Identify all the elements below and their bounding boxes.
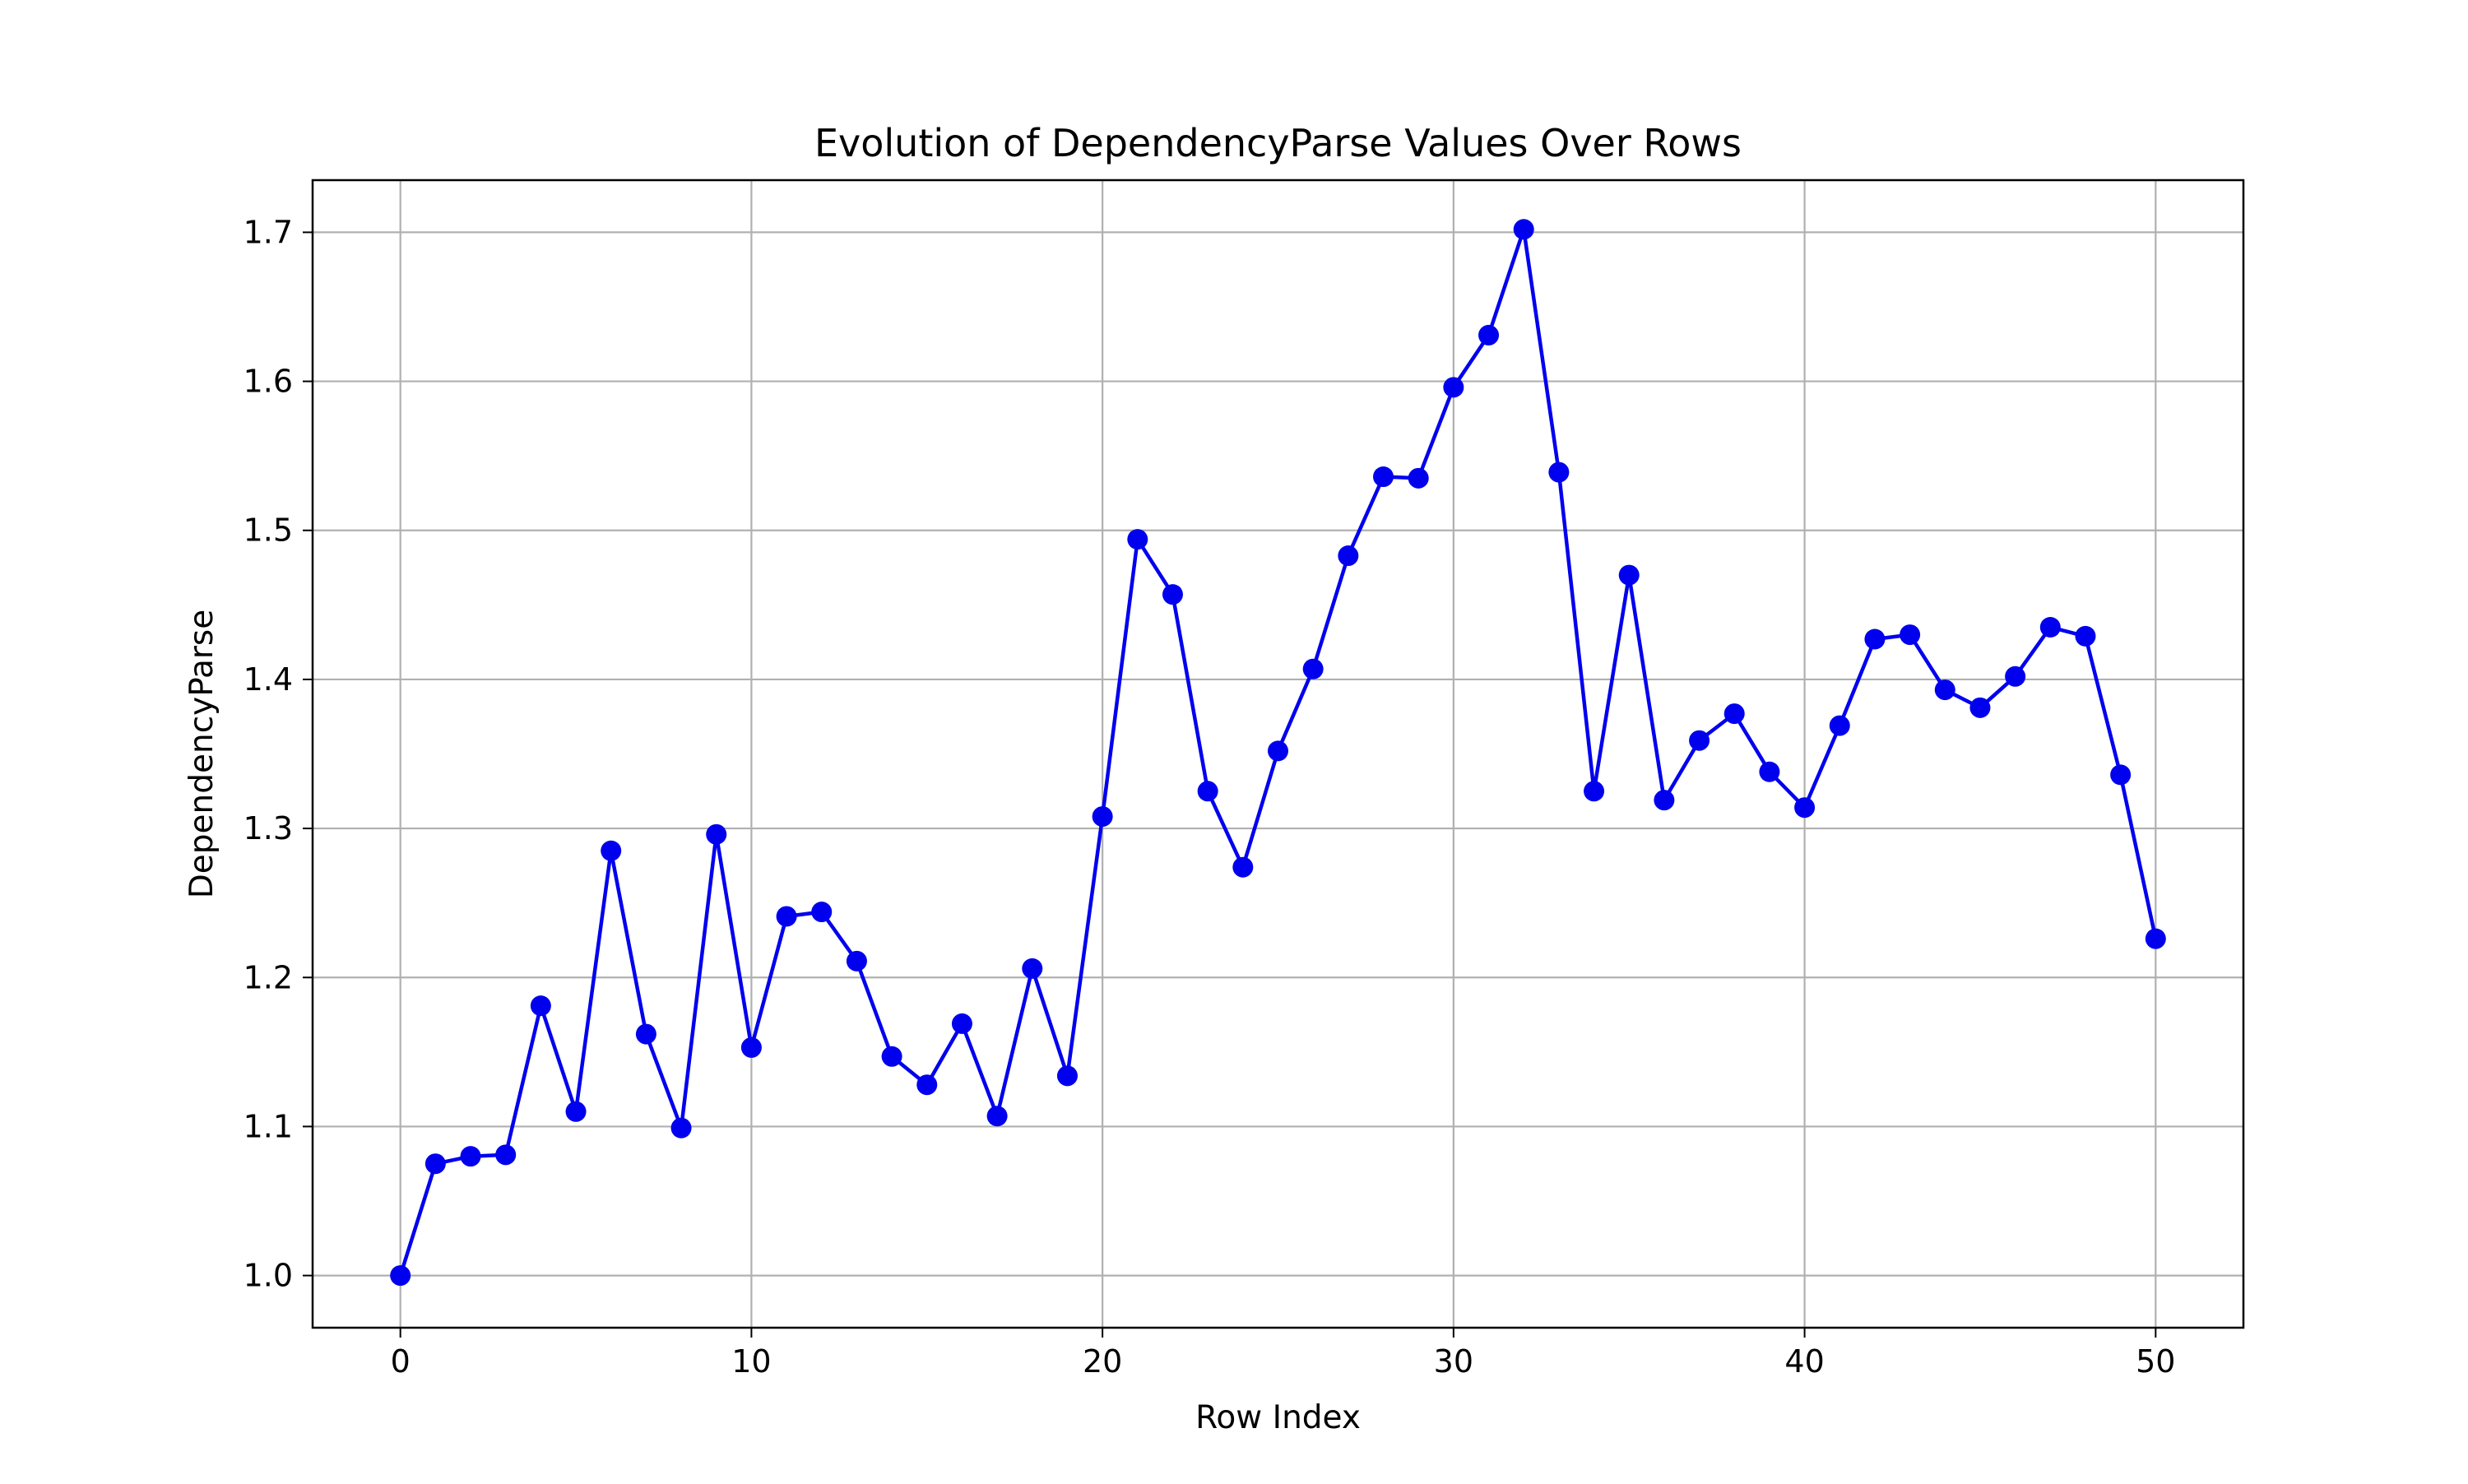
data-point: [1513, 219, 1534, 240]
y-tick-label: 1.4: [244, 661, 293, 698]
x-tick-label: 20: [1083, 1343, 1122, 1380]
data-point: [1900, 624, 1921, 646]
data-point: [1478, 324, 1500, 345]
data-point: [740, 1036, 762, 1058]
data-point: [846, 950, 867, 972]
data-point: [2145, 928, 2166, 949]
chart-title: Evolution of DependencyParse Values Over…: [814, 121, 1742, 165]
data-point: [424, 1153, 446, 1175]
data-point: [1162, 584, 1183, 605]
data-point: [1548, 461, 1570, 483]
grid: [313, 180, 2243, 1328]
data-point: [1127, 529, 1148, 550]
plot-frame: [311, 179, 2245, 1329]
data-point: [1197, 781, 1218, 802]
data-point: [1618, 564, 1640, 586]
y-tick-label: 1.2: [244, 959, 293, 995]
data-point: [986, 1106, 1008, 1127]
x-tick-label: 10: [731, 1343, 771, 1380]
data-point: [1268, 740, 1288, 762]
data-point: [1232, 856, 1254, 878]
x-axis-label: Row Index: [1195, 1399, 1361, 1436]
data-point: [1338, 545, 1359, 567]
data-point: [530, 995, 551, 1017]
y-tick-label: 1.6: [244, 364, 293, 400]
data-point: [776, 906, 797, 927]
data-point: [951, 1013, 972, 1034]
y-tick-label: 1.1: [244, 1108, 293, 1144]
data-point: [916, 1074, 938, 1096]
data-point: [1723, 703, 1745, 725]
data-point: [2039, 617, 2061, 638]
data-point: [1759, 761, 1780, 782]
data-point: [1584, 781, 1605, 802]
data-point: [495, 1144, 517, 1166]
data-point: [1373, 466, 1394, 488]
x-tick-label: 30: [1434, 1343, 1473, 1380]
data-point: [1934, 679, 1955, 701]
data-point: [1864, 628, 1886, 650]
y-axis-label: DependencyParse: [183, 610, 220, 899]
data-point: [811, 902, 833, 923]
data-point: [1969, 697, 1991, 718]
data-point: [2075, 625, 2096, 647]
y-tick-label: 1.3: [244, 810, 293, 846]
x-tick-label: 0: [391, 1343, 411, 1380]
data-point: [1408, 467, 1429, 489]
data-point: [2110, 764, 2132, 786]
data-series: [390, 219, 2166, 1287]
x-tick-label: 40: [1784, 1343, 1824, 1380]
data-point: [670, 1117, 692, 1139]
y-tick-label: 1.7: [244, 214, 293, 250]
data-point: [1689, 730, 1710, 751]
data-point: [2005, 665, 2026, 687]
data-point: [1443, 377, 1464, 398]
data-point: [460, 1146, 481, 1167]
data-point: [706, 823, 727, 845]
data-point: [1092, 806, 1113, 828]
data-point: [1654, 790, 1675, 811]
data-point: [1302, 658, 1324, 679]
y-tick-label: 1.0: [244, 1258, 293, 1294]
data-point: [1829, 715, 1850, 736]
data-point: [881, 1046, 902, 1067]
data-point: [635, 1023, 656, 1045]
data-point: [1794, 797, 1816, 819]
data-point: [601, 840, 622, 861]
y-tick-label: 1.5: [244, 512, 293, 549]
data-point: [1056, 1065, 1078, 1087]
data-point: [390, 1265, 411, 1287]
axis-ticks: 0 10 20 30 40 50 1.0 1.1 1.2 1.3 1.4 1.5 1.6 1.7: [244, 214, 2176, 1380]
data-point: [565, 1101, 587, 1122]
data-point: [1022, 958, 1043, 979]
x-tick-label: 50: [2136, 1343, 2175, 1380]
